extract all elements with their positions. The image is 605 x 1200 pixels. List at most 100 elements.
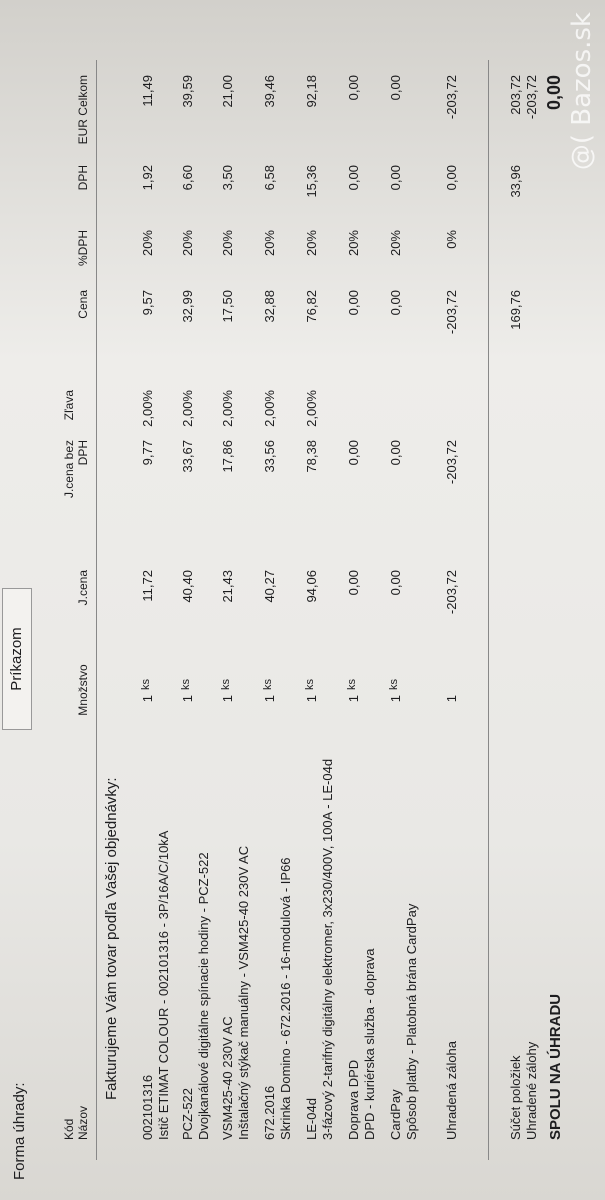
item-discount: 2,00%: [180, 390, 195, 427]
header-price: Cena: [76, 290, 90, 319]
item-price: 32,99: [180, 290, 195, 323]
due-total: 0,00: [544, 75, 564, 111]
item-unit-price-net: 33,56: [262, 440, 277, 473]
item-name: 3-fázový 2-tarifný digitálny elektromer,…: [320, 758, 335, 1140]
item-total: 21,00: [220, 75, 235, 108]
item-vat: 0,00: [388, 165, 403, 191]
item-code: LE-04d: [304, 1098, 319, 1140]
header-code: Kód: [62, 1118, 76, 1140]
item-unit-price-net: 0,00: [346, 440, 361, 466]
item-name: Inštalačný stýkač manuálny - VSM425-40 2…: [236, 845, 251, 1140]
item-code: 672.2016: [262, 1085, 277, 1140]
header-discount: Zľava: [62, 390, 76, 421]
item-qty: 1: [346, 695, 361, 703]
item-vat: 6,58: [262, 165, 277, 191]
watermark: @( Bazos.sk: [567, 12, 597, 171]
item-vat-rate: 20%: [220, 230, 235, 257]
item-total: 0,00: [388, 75, 403, 101]
item-unit-price: 40,27: [262, 570, 277, 603]
sum-total: 203,72: [508, 75, 523, 115]
item-unit: ks: [140, 679, 152, 690]
item-code: CardPay: [388, 1089, 403, 1140]
due-label: SPOLU NA ÚHRADU: [547, 993, 564, 1140]
intro: Fakturujeme Vám tovar podľa Vašej objedn…: [103, 777, 120, 1100]
payment-label: Forma úhrady:: [11, 1082, 28, 1180]
item-qty: 1: [220, 695, 235, 703]
item-unit-price-net: 0,00: [388, 440, 403, 466]
item-code: 002101316: [140, 1074, 155, 1140]
item-unit-price: 21,43: [220, 570, 235, 603]
item-price: -203,72: [444, 290, 459, 335]
item-vat: 15,36: [304, 165, 319, 198]
item-vat: 3,50: [220, 165, 235, 191]
item-vat: 1,92: [140, 165, 155, 191]
sum-label: Súčet položiek: [508, 1055, 523, 1140]
item-unit-price: 94,06: [304, 570, 319, 603]
item-name: Istič ETIMAT COLOUR - 002101316 - 3P/16A…: [156, 830, 171, 1140]
item-code: VSM425-40 230V AC: [220, 1016, 235, 1140]
payment-value: Príkazom: [8, 627, 25, 691]
item-discount: 2,00%: [262, 390, 277, 427]
item-price: 17,50: [220, 290, 235, 323]
item-code: Doprava DPD: [346, 1059, 361, 1140]
item-qty: 1: [388, 695, 403, 703]
item-vat: 0,00: [346, 165, 361, 191]
item-vat: 6,60: [180, 165, 195, 191]
item-discount: 2,00%: [304, 390, 319, 427]
item-unit-price-net: 17,86: [220, 440, 235, 473]
item-price: 9,57: [140, 290, 155, 316]
item-name: Spôsob platby - Platobná brána CardPay: [404, 903, 419, 1140]
header-unit-price-net: J.cena bez DPH: [62, 440, 90, 499]
item-total: 11,49: [140, 75, 155, 107]
header-rule: [96, 60, 97, 1160]
item-code: PCZ-522: [180, 1087, 195, 1140]
item-name: Uhradená záloha: [444, 1040, 459, 1140]
item-vat-rate: 20%: [304, 230, 319, 257]
item-total: 39,46: [262, 75, 277, 108]
item-unit-price: 11,72: [140, 570, 155, 602]
item-vat-rate: 20%: [180, 230, 195, 257]
sum-price: 169,76: [508, 290, 523, 330]
item-unit: ks: [388, 679, 400, 690]
item-total: 92,18: [304, 75, 319, 108]
summary-rule: [488, 60, 489, 1160]
item-total: 0,00: [346, 75, 361, 101]
header-vat: DPH: [76, 165, 90, 191]
payment-box: Príkazom: [2, 588, 32, 730]
item-vat-rate: 20%: [388, 230, 403, 257]
item-qty: 1: [140, 695, 155, 703]
item-unit-price-net: 33,67: [180, 440, 195, 473]
advances-total: -203,72: [524, 75, 539, 120]
item-unit-price: 40,40: [180, 570, 195, 603]
item-name: DPD - kuriérska služba - doprava: [362, 948, 377, 1140]
item-name: Dvojkanálové digitálne spínacie hodiny -…: [196, 852, 211, 1140]
item-unit-price: 0,00: [388, 570, 403, 596]
item-qty: 1: [444, 695, 459, 703]
item-price: 0,00: [346, 290, 361, 316]
item-vat-rate: 20%: [140, 230, 155, 257]
item-unit: ks: [346, 679, 358, 690]
item-vat-rate: 20%: [346, 230, 361, 257]
item-vat-rate: 0%: [444, 230, 459, 249]
item-unit: ks: [304, 679, 316, 690]
item-discount: 2,00%: [220, 390, 235, 427]
header-vat-rate: %DPH: [76, 230, 90, 267]
item-unit-price-net: 9,77: [140, 440, 155, 466]
item-discount: 2,00%: [140, 390, 155, 427]
item-vat-rate: 20%: [262, 230, 277, 257]
header-qty: Množstvo: [76, 664, 90, 716]
advances-label: Uhradené zálohy: [524, 1041, 539, 1140]
item-unit-price: -203,72: [444, 570, 459, 615]
sum-vat: 33,96: [508, 165, 523, 198]
item-price: 32,88: [262, 290, 277, 323]
item-price: 76,82: [304, 290, 319, 323]
item-unit-price-net: -203,72: [444, 440, 459, 485]
item-qty: 1: [304, 695, 319, 703]
item-name: Skrinka Domino - 672.2016 - 16-modulová …: [278, 857, 293, 1140]
header-total: EUR Celkom: [76, 75, 90, 145]
item-unit: ks: [262, 679, 274, 690]
item-price: 0,00: [388, 290, 403, 316]
item-qty: 1: [262, 695, 277, 703]
